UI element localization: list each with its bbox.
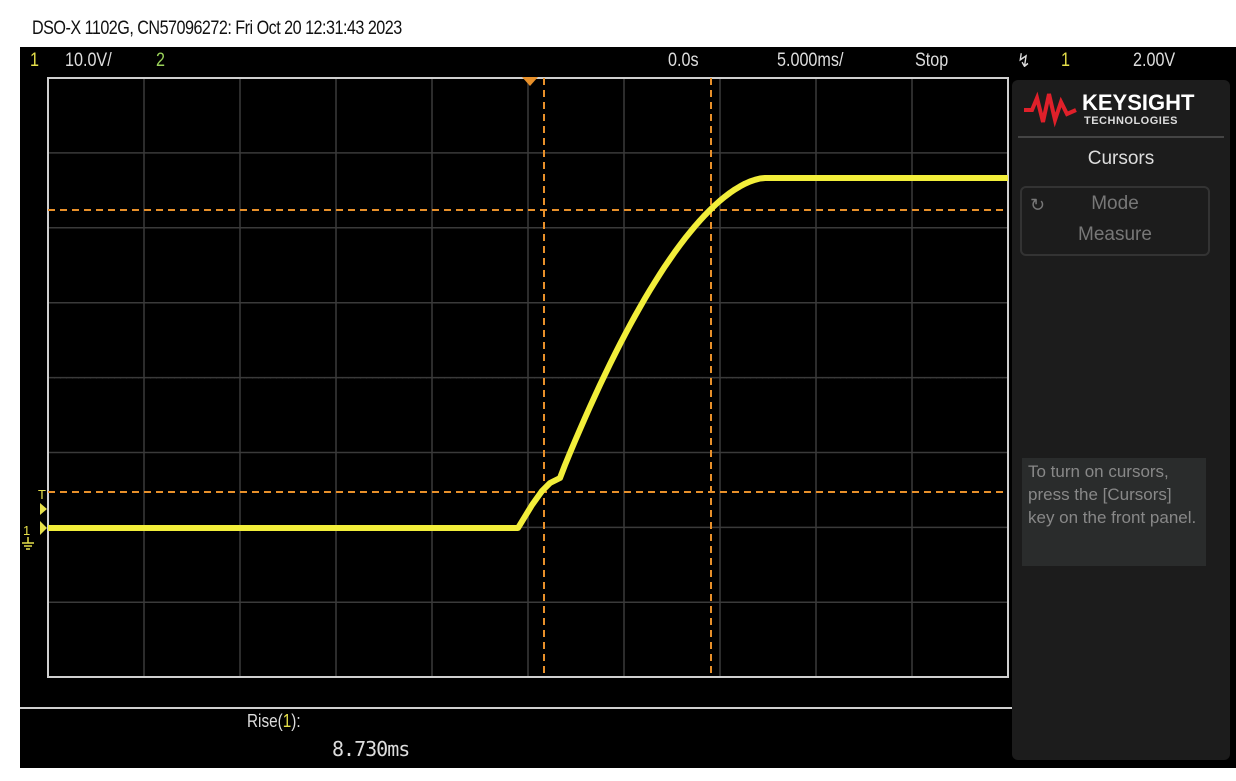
keysight-logo: KEYSIGHT TECHNOLOGIES	[1022, 88, 1222, 133]
time-offset[interactable]: 0.0s	[668, 50, 699, 71]
run-state[interactable]: Stop	[915, 50, 949, 71]
keysight-wave-icon	[1024, 91, 1077, 128]
trigger-level[interactable]: 2.00V	[1133, 50, 1176, 71]
time-scale[interactable]: 5.000ms/	[777, 50, 844, 71]
ground-arrow-icon	[40, 521, 47, 535]
softkey-panel: KEYSIGHT TECHNOLOGIES Cursors ↻ Mode Mea…	[1012, 80, 1230, 760]
rising-edge-icon: ↯	[1017, 51, 1031, 72]
channel1-trace	[48, 175, 1008, 531]
cursor-help-text: To turn on cursors, press the [Cursors] …	[1022, 458, 1206, 566]
rise-time-measurement: Rise(1): 8.730ms	[240, 707, 436, 768]
mode-value: Measure	[1078, 224, 1152, 245]
trigger-level-marker: T	[38, 487, 46, 502]
panel-divider	[1018, 136, 1224, 138]
mode-label: Mode	[1091, 193, 1139, 214]
window-title: DSO-X 1102G, CN57096272: Fri Oct 20 12:3…	[32, 18, 402, 39]
trigger-position-marker[interactable]	[522, 77, 538, 86]
measurement-label: Rise(1):	[247, 711, 301, 731]
scope-screen: 1 10.0V/ 2 0.0s 5.000ms/ Stop ↯ 1 2.00V …	[20, 47, 1236, 768]
waveform-display: T 1	[20, 77, 1012, 709]
rotate-knob-icon: ↻	[1030, 195, 1046, 215]
panel-title: Cursors	[1087, 148, 1155, 169]
trigger-source[interactable]: 1	[1061, 50, 1070, 71]
mode-button[interactable]: ↻ Mode Measure	[1020, 186, 1210, 256]
trigger-arrow-icon	[40, 503, 47, 515]
graticule	[48, 78, 1008, 677]
measurement-value: 8.730ms	[332, 737, 410, 761]
status-bar: 1 10.0V/ 2 0.0s 5.000ms/ Stop ↯ 1 2.00V	[20, 47, 1236, 75]
ground-icon	[22, 537, 34, 550]
channel2-label[interactable]: 2	[156, 50, 165, 71]
channel1-ground-marker[interactable]: 1	[23, 523, 30, 538]
channel1-scale[interactable]: 10.0V/	[65, 50, 112, 71]
channel1-label[interactable]: 1	[30, 50, 39, 71]
